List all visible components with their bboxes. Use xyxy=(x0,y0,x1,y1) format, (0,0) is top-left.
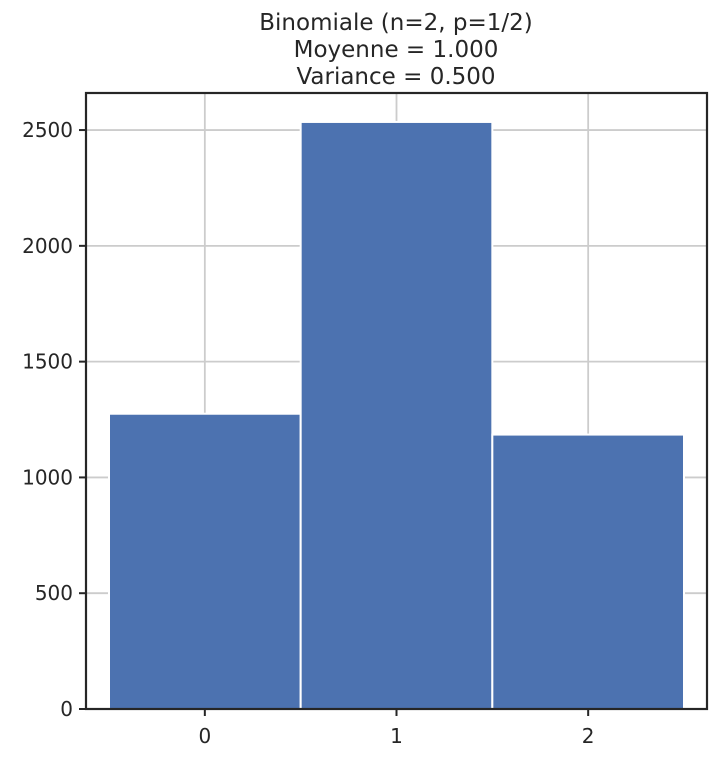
chart-title-line-3: Variance = 0.500 xyxy=(296,64,495,90)
y-tick-label-1: 500 xyxy=(35,581,73,605)
y-tick-label-5: 2500 xyxy=(22,118,73,142)
chart-title-line-1: Binomiale (n=2, p=1/2) xyxy=(259,10,533,36)
bar-2 xyxy=(491,433,686,710)
chart-title: Binomiale (n=2, p=1/2) Moyenne = 1.000 V… xyxy=(259,10,533,90)
y-tick-label-3: 1500 xyxy=(22,350,73,374)
axis-ticks: 0 500 1000 1500 2000 2500 0 1 2 xyxy=(22,118,594,748)
plot-frame xyxy=(84,91,709,711)
x-tick-label-2: 2 xyxy=(582,724,595,748)
y-tick-label-4: 2000 xyxy=(22,234,73,258)
x-tick-label-1: 1 xyxy=(390,724,403,748)
bar-0 xyxy=(108,412,302,710)
chart-title-line-2: Moyenne = 1.000 xyxy=(294,37,499,63)
x-tick-label-0: 0 xyxy=(198,724,211,748)
y-tick-label-0: 0 xyxy=(60,697,73,721)
bars xyxy=(108,120,686,710)
bar-1 xyxy=(299,120,494,710)
y-tick-label-2: 1000 xyxy=(22,465,73,489)
